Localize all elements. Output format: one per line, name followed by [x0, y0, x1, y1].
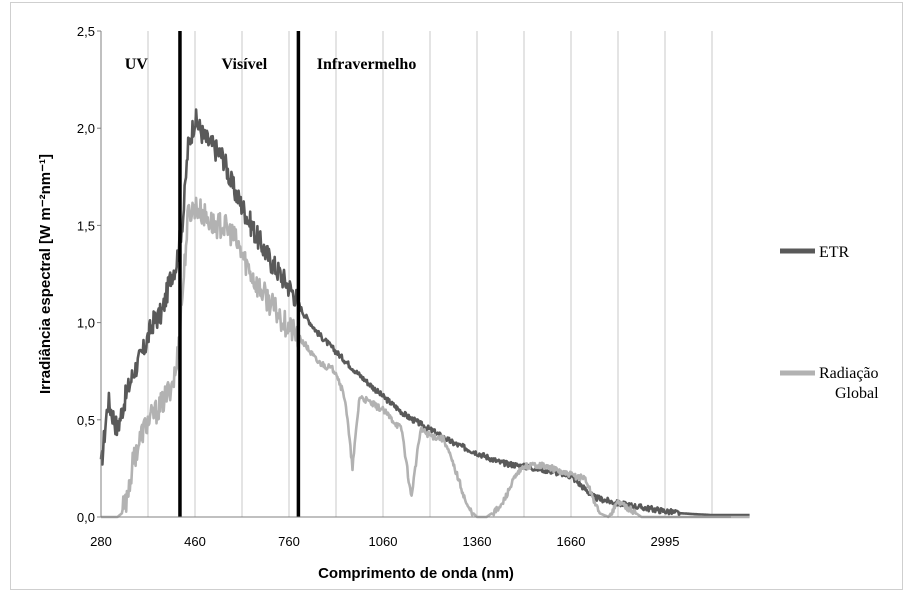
y-tick-label: 2,0	[77, 121, 95, 136]
region-dividers	[178, 31, 301, 517]
x-tick-label: 460	[184, 534, 206, 549]
chart-frame	[10, 2, 903, 590]
series-layer	[99, 108, 751, 519]
x-tick-label: 760	[278, 534, 300, 549]
y-tick-label: 2,5	[77, 24, 95, 39]
x-tick-label: 1060	[369, 534, 398, 549]
y-tick-label: 0,5	[77, 413, 95, 428]
y-tick-label: 1,0	[77, 316, 95, 331]
x-tick-label: 280	[90, 534, 112, 549]
legend-label-radiacao-global: Radiação Global	[819, 365, 879, 402]
legend-label-etr: ETR	[819, 244, 850, 261]
y-axis-title: Irradiância espectral [W m⁻²nm⁻¹]	[37, 154, 54, 394]
x-tick-label: 2995	[651, 534, 680, 549]
legend: ETR Radiação Global	[780, 244, 879, 402]
series-line-etr	[99, 108, 751, 517]
y-tick-label: 0,0	[77, 510, 95, 525]
vertical-grid	[147, 31, 713, 517]
x-tick-labels: 280 460 760 1060 1360 1660 2995	[90, 534, 679, 549]
region-label: Visível	[222, 56, 268, 73]
y-tick-label: 1,5	[77, 218, 95, 233]
region-label: Infravermelho	[317, 56, 417, 73]
series-line-radiacao-global	[100, 196, 751, 519]
region-label: UV	[125, 56, 149, 73]
x-axis-title: Comprimento de onda (nm)	[318, 565, 514, 582]
y-tick-labels: 0,0 0,5 1,0 1,5 2,0 2,5	[77, 24, 101, 525]
x-tick-label: 1660	[557, 534, 586, 549]
x-tick-label: 1360	[463, 534, 492, 549]
region-labels: UV Visível Infravermelho	[125, 56, 417, 73]
